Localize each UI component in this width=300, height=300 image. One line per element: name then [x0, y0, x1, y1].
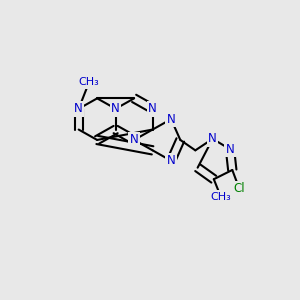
Text: N: N — [130, 134, 139, 146]
Text: N: N — [208, 132, 217, 145]
Text: CH₃: CH₃ — [210, 191, 231, 202]
Text: Cl: Cl — [233, 182, 245, 195]
Text: CH₃: CH₃ — [79, 77, 99, 87]
Text: N: N — [167, 154, 176, 167]
Text: N: N — [167, 113, 176, 126]
Text: N: N — [148, 102, 157, 115]
Text: N: N — [111, 102, 120, 115]
Text: N: N — [74, 102, 83, 115]
Text: N: N — [226, 143, 234, 156]
